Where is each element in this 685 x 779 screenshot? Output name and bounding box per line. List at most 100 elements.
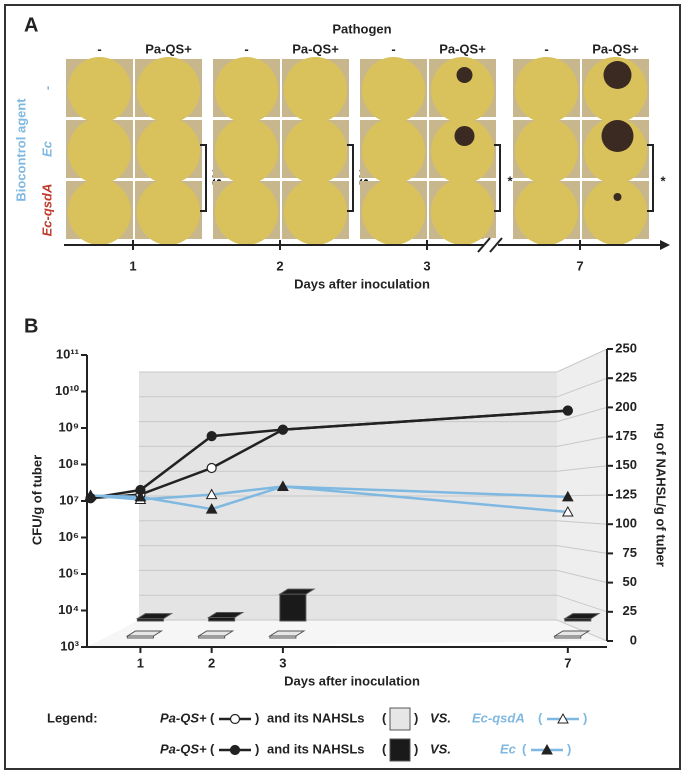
pathogen-title: Pathogen [332, 21, 391, 36]
column-header: Pa-QS+ [592, 41, 639, 56]
legend-entry: Pa-QS+ [160, 741, 207, 756]
bracket [200, 144, 207, 212]
tuber-slice [215, 118, 278, 184]
marker [205, 503, 218, 514]
y2-tick-label: 200 [615, 399, 637, 414]
tuber-slice [515, 118, 578, 184]
bar [196, 630, 235, 639]
panel-label: B [24, 315, 38, 337]
column-header: Pa-QS+ [292, 41, 339, 56]
tuber-slice [137, 179, 200, 245]
tuber-slice [515, 57, 578, 123]
tuber-slice [137, 118, 200, 184]
significance: * [660, 173, 666, 188]
legend-paren: ( [538, 710, 543, 725]
x-tick-label: 3 [279, 655, 286, 670]
grid-line [139, 436, 608, 447]
row-label: Ec-qsdA [39, 184, 54, 237]
x-axis-title: Days after inoculation [284, 673, 420, 688]
bar-top [553, 630, 591, 637]
grid-line [139, 348, 608, 373]
bar-top [135, 613, 174, 620]
y2-tick-label: 175 [615, 428, 637, 443]
marker [561, 490, 574, 502]
rot-spot [603, 61, 632, 89]
grid-line [139, 619, 608, 642]
legend-paren: ) [567, 741, 571, 756]
bar-top [268, 630, 306, 637]
marker [84, 489, 97, 501]
tuber-slice [362, 118, 425, 184]
legend-paren: ) [414, 710, 418, 725]
legend-text: and its NAHSLs [267, 741, 365, 756]
y2-tick-label: 250 [615, 340, 637, 355]
tuber-slice [431, 179, 494, 245]
marker [561, 505, 574, 517]
day-label: 3 [423, 258, 430, 273]
x-tick-label: 2 [208, 655, 215, 670]
row-label: - [39, 86, 54, 90]
legend-paren: ) [414, 741, 418, 756]
y-axis-title: CFU/g of tuber [29, 455, 44, 545]
rot-spot [456, 67, 473, 83]
rot-spot [601, 120, 634, 152]
marker [562, 405, 573, 416]
y-tick-label: 10⁶ [59, 529, 79, 544]
grid-line [139, 594, 608, 613]
legend-entry: Ec-qsdA [472, 710, 525, 725]
grid-line [139, 465, 608, 472]
y2-tick-label: 0 [630, 632, 637, 647]
tuber-slice [137, 57, 200, 123]
legend-paren: ) [255, 741, 259, 756]
legend-vs: VS. [430, 710, 451, 725]
grid-line [139, 545, 608, 554]
legend-entry: Ec [500, 741, 517, 756]
y-tick-label: 10⁸ [58, 456, 79, 471]
grid-line [139, 406, 608, 423]
legend-bar [389, 707, 411, 731]
marker [205, 488, 218, 500]
row-axis-title: Biocontrol agent [13, 98, 28, 202]
bracket [647, 144, 654, 212]
tuber-slice [284, 118, 347, 184]
legend-paren: ( [522, 741, 527, 756]
bar [125, 630, 164, 639]
marker [134, 490, 147, 502]
y-tick-label: 10⁹ [58, 419, 79, 434]
marker [277, 480, 289, 491]
frame [4, 4, 681, 770]
bar-top [196, 630, 235, 637]
y-tick-label: 10¹¹ [56, 346, 79, 361]
bar-top [125, 630, 164, 637]
column-header: - [97, 41, 101, 56]
y2-tick-label: 225 [615, 370, 637, 385]
axis-break [477, 237, 503, 253]
tuber-slice [362, 57, 425, 123]
timeline-arrow [660, 240, 670, 250]
bar [135, 613, 174, 622]
bar-top [563, 613, 601, 620]
tuber-slice [215, 57, 278, 123]
grid-line [139, 520, 608, 525]
bar-top [206, 611, 245, 618]
legend-paren: ( [382, 741, 387, 756]
tuber-slice [584, 179, 647, 245]
tuber-slice [68, 118, 131, 184]
bar-top [278, 588, 316, 595]
x-tick-label: 7 [564, 655, 571, 670]
bar [278, 588, 316, 622]
y2-tick-label: 150 [615, 457, 637, 472]
legend-paren: ) [255, 710, 259, 725]
marker [541, 743, 553, 755]
legend-text: and its NAHSLs [267, 710, 365, 725]
y2-tick-label: 50 [623, 574, 637, 589]
y-tick-label: 10⁵ [58, 565, 79, 580]
bar [563, 613, 601, 622]
marker [229, 744, 241, 756]
grid-line [139, 569, 608, 584]
legend-paren: ( [210, 741, 215, 756]
rot-spot [613, 193, 622, 201]
x-tick-label: 1 [137, 655, 144, 670]
x-axis-title: Days after inoculation [294, 276, 430, 291]
legend-label: Legend: [47, 710, 98, 725]
